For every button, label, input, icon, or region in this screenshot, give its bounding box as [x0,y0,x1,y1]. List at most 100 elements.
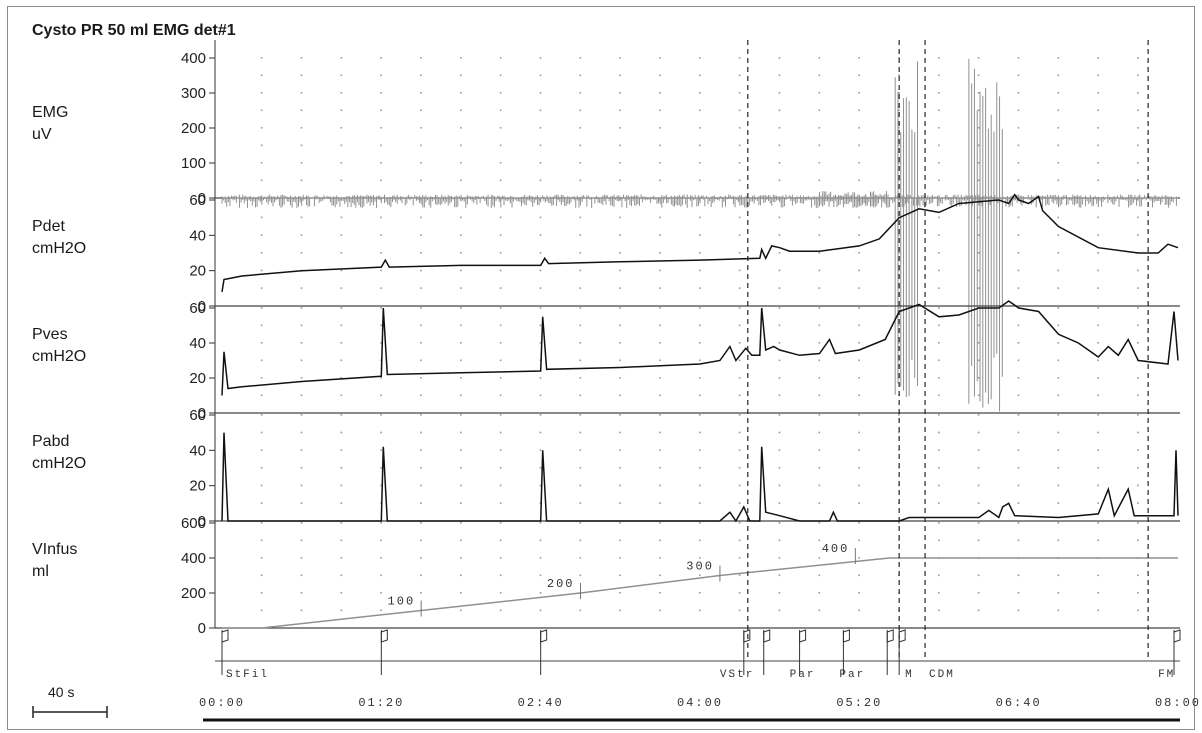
grid-dot [1137,592,1139,594]
grid-dot [380,199,382,201]
grid-dot [380,92,382,94]
grid-dot [539,431,542,434]
grid-dot [898,162,900,164]
volume-annotation: 100 [388,595,416,609]
grid-dot [1137,522,1139,524]
grid-dot [778,234,781,236]
grid-dot [778,467,781,469]
grid-dot [977,144,980,147]
volume-annotation: 400 [822,542,850,556]
grid-dot [659,307,661,309]
grid-dot [340,216,343,219]
grid-dot [778,484,781,487]
grid-dot [699,144,701,147]
grid-dot [858,342,860,344]
grid-dot [1017,592,1020,594]
grid-dot [858,557,860,559]
grid-dot [778,522,781,524]
grid-dot [818,431,821,434]
grid-dot [1017,609,1020,612]
grid-dot [340,377,343,379]
grid-dot [1057,609,1060,612]
grid-dot [1057,592,1060,594]
grid-dot [300,179,303,182]
grid-dot [818,342,821,344]
grid-dot [858,199,860,201]
grid-dot [858,449,860,451]
grid-dot [260,359,263,362]
grid-dot [619,269,621,272]
grid-dot [619,377,621,379]
y-tick-label: 60 [189,407,206,424]
grid-dot [699,414,701,416]
grid-dot [778,287,781,289]
grid-dot [699,307,701,309]
grid-dot [340,414,343,416]
grid-dot [818,109,821,112]
grid-dot [659,199,661,201]
grid-dot [938,92,940,94]
grid-dot [260,252,263,254]
grid-dot [260,74,263,77]
grid-dot [659,574,661,577]
grid-dot [420,199,422,201]
event-marker-flag [1173,629,1181,643]
grid-dot [858,522,860,524]
grid-dot [619,394,621,397]
grid-dot [818,234,821,236]
grid-dot [460,307,462,309]
grid-dot [977,162,980,164]
grid-dot [659,502,661,504]
grid-dot [938,269,940,272]
grid-dot [1097,592,1099,594]
grid-dot [460,162,462,164]
grid-dot [1137,431,1139,434]
event-marker-flag [380,629,388,643]
grid-dot [898,431,900,434]
y-tick-label: 20 [189,478,206,495]
grid-dot [738,359,741,362]
grid-dot [1057,414,1060,416]
grid-dot [738,394,741,397]
grid-dot [1097,342,1099,344]
grid-dot [699,484,701,487]
grid-dot [738,92,741,94]
grid-dot [1097,144,1099,147]
grid-dot [938,414,940,416]
grid-dot [858,574,860,577]
grid-dot [460,342,462,344]
grid-dot [619,592,621,594]
grid-dot [380,394,382,397]
grid-dot [659,609,661,612]
grid-dot [699,127,701,129]
grid-dot [938,109,940,112]
grid-dot [340,342,343,344]
grid-dot [858,179,860,182]
grid-dot [818,484,821,487]
grid-dot [1097,359,1099,362]
grid-dot [699,74,701,77]
grid-dot [260,502,263,504]
grid-dot [699,609,701,612]
grid-dot [579,269,582,272]
x-tick-label: 00:00 [199,696,245,710]
grid-dot [539,57,542,59]
grid-dot [380,414,382,416]
grid-dot [499,162,502,164]
grid-dot [420,127,422,129]
grid-dot [818,307,821,309]
grid-dot [380,179,382,182]
grid-dot [579,57,582,59]
grid-dot [659,342,661,344]
grid-dot [300,199,303,201]
grid-dot [898,359,900,362]
grid-dot [858,484,860,487]
grid-dot [977,449,980,451]
grid-dot [1137,92,1139,94]
grid-dot [499,414,502,416]
grid-dot [778,92,781,94]
grid-dot [1137,162,1139,164]
grid-dot [977,269,980,272]
channel-name-pabd: Pabd [32,433,70,450]
